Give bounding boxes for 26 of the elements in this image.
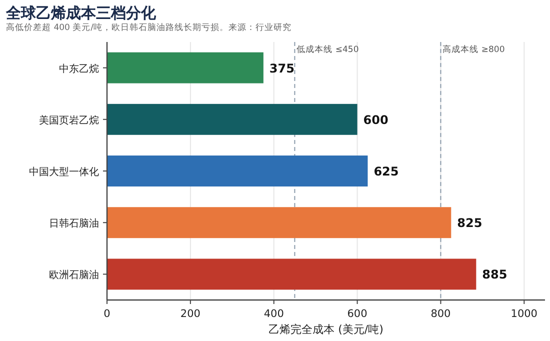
y-tick-label: 美国页岩乙烷	[39, 114, 99, 126]
y-tick-label: 中国大型一体化	[29, 166, 99, 178]
ref-line-label: 低成本线 ≤450	[296, 44, 359, 55]
data-label: 885	[482, 268, 508, 282]
y-tick-label: 中东乙烷	[59, 62, 99, 75]
x-axis-title: 乙烯完全成本 (美元/吨)	[268, 323, 384, 336]
bar	[107, 156, 368, 186]
bar	[107, 207, 452, 238]
data-label: 600	[363, 112, 388, 127]
bar	[107, 52, 264, 84]
x-tick-label: 200	[180, 308, 200, 320]
x-tick-label: 400	[264, 308, 284, 320]
x-tick-label: 800	[430, 308, 451, 320]
data-label: 625	[374, 164, 399, 178]
data-label: 825	[457, 216, 482, 230]
bar	[107, 258, 476, 290]
ref-line-label: 高成本线 ≥800	[442, 44, 505, 55]
x-tick-label: 1000	[510, 308, 538, 320]
chart-subtitle: 高低价差超 400 美元/吨，欧日韩石脑油路线长期亏损。来源：行业研究	[6, 22, 292, 33]
chart-title: 全球乙烯成本三档分化	[5, 4, 157, 22]
y-tick-label: 日韩石脑油	[49, 218, 99, 230]
data-label: 375	[269, 61, 294, 76]
bar	[107, 104, 358, 135]
x-tick-label: 600	[347, 308, 368, 320]
y-tick-label: 欧洲石脑油	[49, 269, 99, 282]
x-tick-label: 0	[104, 308, 110, 320]
